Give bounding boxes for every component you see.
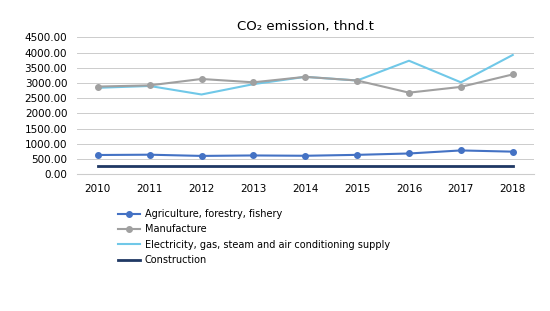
Agriculture, forestry, fishery [198, 154, 205, 158]
Manufacture [354, 79, 360, 82]
Manufacture [458, 85, 464, 89]
Electricity, gas, steam and air conditioning supply [509, 53, 516, 57]
Agriculture, forestry, fishery [250, 154, 257, 157]
Agriculture, forestry, fishery [406, 152, 412, 156]
Manufacture [146, 83, 153, 87]
Manufacture [198, 77, 205, 81]
Manufacture [302, 75, 309, 79]
Legend: Agriculture, forestry, fishery, Manufacture, Electricity, gas, steam and air con: Agriculture, forestry, fishery, Manufact… [118, 209, 390, 265]
Electricity, gas, steam and air conditioning supply [458, 81, 464, 84]
Line: Electricity, gas, steam and air conditioning supply: Electricity, gas, steam and air conditio… [98, 55, 513, 95]
Title: CO₂ emission, thnd.t: CO₂ emission, thnd.t [237, 21, 373, 33]
Construction [198, 164, 205, 168]
Electricity, gas, steam and air conditioning supply [198, 93, 205, 96]
Electricity, gas, steam and air conditioning supply [146, 84, 153, 88]
Electricity, gas, steam and air conditioning supply [250, 82, 257, 86]
Construction [302, 164, 309, 168]
Construction [354, 164, 360, 168]
Construction [509, 164, 516, 168]
Agriculture, forestry, fishery [458, 149, 464, 152]
Electricity, gas, steam and air conditioning supply [354, 79, 360, 82]
Manufacture [509, 72, 516, 76]
Line: Agriculture, forestry, fishery: Agriculture, forestry, fishery [95, 148, 515, 159]
Construction [250, 164, 257, 168]
Electricity, gas, steam and air conditioning supply [302, 75, 309, 79]
Agriculture, forestry, fishery [509, 150, 516, 154]
Manufacture [250, 81, 257, 84]
Agriculture, forestry, fishery [95, 153, 101, 157]
Electricity, gas, steam and air conditioning supply [95, 86, 101, 90]
Electricity, gas, steam and air conditioning supply [406, 59, 412, 63]
Construction [406, 164, 412, 168]
Line: Manufacture: Manufacture [95, 72, 515, 95]
Agriculture, forestry, fishery [354, 153, 360, 157]
Construction [146, 164, 153, 168]
Agriculture, forestry, fishery [302, 154, 309, 158]
Construction [458, 164, 464, 168]
Manufacture [406, 91, 412, 95]
Construction [95, 164, 101, 168]
Agriculture, forestry, fishery [146, 153, 153, 156]
Manufacture [95, 85, 101, 88]
